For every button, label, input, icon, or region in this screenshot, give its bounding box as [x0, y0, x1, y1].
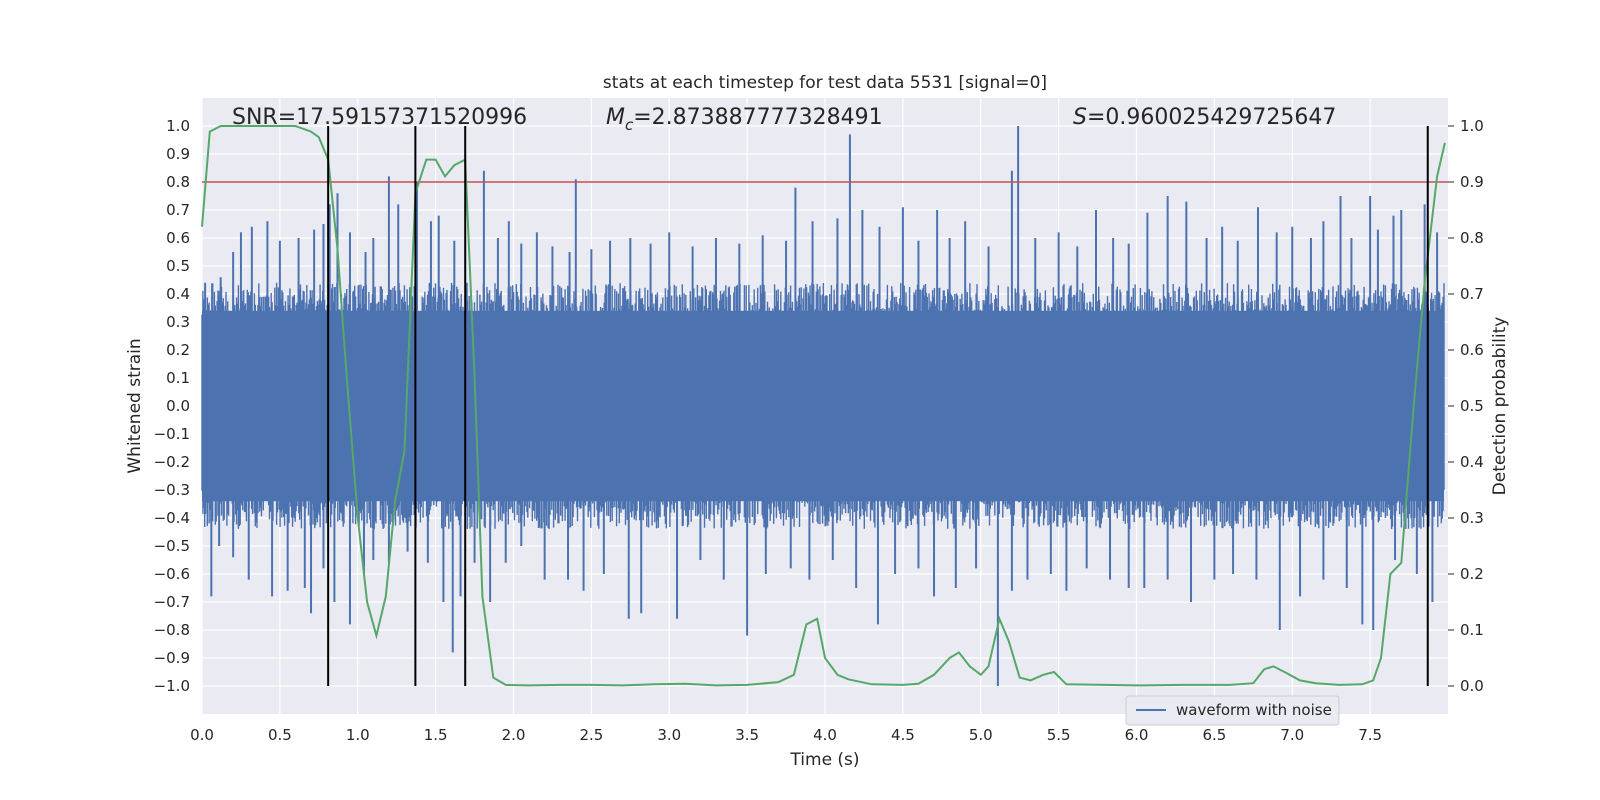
y2-tick-labels: 1.0 0.9 0.8 0.7 0.6 0.5 0.4 0.3 0.2 0.1 0.0 [1448, 117, 1484, 695]
chirp-mass-subscript: c [625, 116, 634, 134]
detection-probability-line [201, 125, 1446, 687]
legend-box [1125, 695, 1340, 726]
x-tick-label: 6.5 [1202, 726, 1226, 744]
x-tick-label: 2.0 [502, 726, 526, 744]
y2-tick-label: 0.3 [1460, 509, 1484, 527]
y-tick-label: 0.9 [166, 145, 190, 163]
y-tick-label: −0.7 [154, 593, 190, 611]
x-tick-label: 1.0 [346, 726, 370, 744]
y-tick-label: −0.4 [154, 509, 190, 527]
x-axis-label: Time (s) [789, 750, 859, 770]
y2-tick-label: 0.1 [1460, 621, 1484, 639]
x-tick-label: 6.0 [1125, 726, 1149, 744]
y-tick-label: 0.7 [166, 201, 190, 219]
y2-tick-label: 0.8 [1460, 229, 1484, 247]
x-tick-label: 4.5 [891, 726, 915, 744]
y-tick-label: 0.1 [166, 369, 190, 387]
y2-tick-label: 1.0 [1460, 117, 1484, 135]
y2-tick-label: 0.9 [1460, 173, 1484, 191]
y-tick-label: 0.5 [166, 257, 190, 275]
chirp-mass-annotation: Mc=2.873887777328491 [606, 105, 883, 134]
snr-annotation: SNR=17.59157371520996 [232, 105, 527, 130]
x-tick-label: 3.5 [735, 726, 759, 744]
s-annotation: S=0.960025429725647 [1073, 105, 1336, 130]
chirp-mass-value: =2.873887777328491 [633, 105, 882, 130]
x-tick-label: 2.5 [579, 726, 603, 744]
x-tick-label: 1.5 [424, 726, 448, 744]
y-tick-label: 0.3 [166, 313, 190, 331]
y2-tick-label: 0.7 [1460, 285, 1484, 303]
s-symbol: S [1073, 105, 1087, 130]
x-tick-label: 7.5 [1358, 726, 1382, 744]
y-axis-label: Whitened strain [125, 338, 145, 473]
x-tick-label: 0.0 [190, 726, 214, 744]
y-tick-label: 0.8 [166, 173, 190, 191]
legend-label: waveform with noise [1176, 701, 1332, 719]
y2-tick-label: 0.4 [1460, 453, 1484, 471]
y2-axis-label: Detection probability [1490, 317, 1510, 496]
x-tick-label: 0.5 [268, 726, 292, 744]
y-tick-labels: 1.0 0.9 0.8 0.7 0.6 0.5 0.4 0.3 0.2 0.1 0.0 −0.1 −0.… [154, 117, 190, 695]
y-tick-label: 0.6 [166, 229, 190, 247]
y-tick-label: −0.6 [154, 565, 190, 583]
y-tick-label: −0.3 [154, 481, 190, 499]
x-tick-label: 5.0 [969, 726, 993, 744]
y-tick-label: −0.9 [154, 649, 190, 667]
x-tick-label: 4.0 [813, 726, 837, 744]
x-tick-label: 7.0 [1280, 726, 1304, 744]
legend: waveform with noise [1125, 695, 1340, 726]
vertical-markers [327, 126, 1429, 686]
x-tick-label: 5.5 [1047, 726, 1071, 744]
y-tick-label: −0.8 [154, 621, 190, 639]
y-tick-label: −0.1 [154, 425, 190, 443]
y2-tick-label: 0.0 [1460, 677, 1484, 695]
y-tick-label: 0.0 [166, 397, 190, 415]
y2-tick-label: 0.6 [1460, 341, 1484, 359]
chirp-mass-symbol: M [606, 105, 625, 130]
y-tick-label: 0.2 [166, 341, 190, 359]
x-tick-label: 3.0 [657, 726, 681, 744]
y-tick-label: 0.4 [166, 285, 190, 303]
y-tick-label: −1.0 [154, 677, 190, 695]
y2-tick-label: 0.5 [1460, 397, 1484, 415]
x-tick-labels: 0.0 0.5 1.0 1.5 2.0 2.5 3.0 3.5 4.0 4.5 5.0 5.5 6.0 6… [190, 726, 1382, 744]
s-value: =0.960025429725647 [1087, 105, 1336, 130]
y-tick-label: 1.0 [166, 117, 190, 135]
y-tick-label: −0.2 [154, 453, 190, 471]
y2-tick-label: 0.2 [1460, 565, 1484, 583]
chart-title: stats at each timestep for test data 553… [603, 73, 1047, 93]
y-tick-label: −0.5 [154, 537, 190, 555]
